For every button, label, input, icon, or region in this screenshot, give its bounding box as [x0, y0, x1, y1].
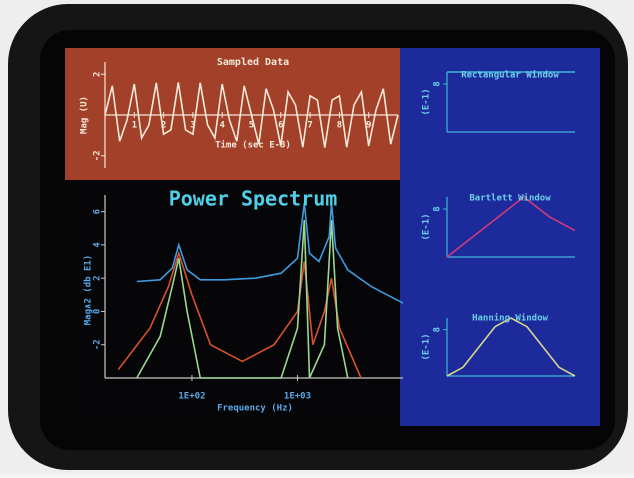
- y-tick-label: 8: [433, 327, 443, 332]
- y-axis-label: (E-1): [422, 213, 432, 240]
- x-tick-label: 2: [161, 121, 166, 131]
- sampled-panel: [65, 48, 403, 180]
- x-tick-label: 5: [249, 121, 254, 131]
- x-tick-label: 8: [337, 121, 342, 131]
- y-tick-label: 8: [433, 206, 443, 211]
- y-tick-label: 2: [93, 72, 103, 77]
- chart-title: Power Spectrum: [169, 187, 338, 211]
- x-axis-label: Time (sec E-3): [215, 140, 291, 151]
- chart-title: Sampled Data: [217, 57, 289, 68]
- x-tick-label: 3: [190, 121, 195, 131]
- y-tick-label: 6: [93, 209, 103, 214]
- y-axis-label: Mag (U): [80, 96, 90, 134]
- y-tick-label: 8: [433, 81, 443, 86]
- x-tick-label: 1E+03: [284, 392, 311, 402]
- x-axis-label: Frequency (Hz): [217, 404, 293, 414]
- y-axis-label: (E-1): [422, 333, 432, 360]
- x-tick-label: 1: [132, 121, 137, 131]
- data-line: [446, 317, 576, 377]
- data-line: [117, 250, 362, 379]
- data-line: [446, 195, 576, 258]
- y-tick-label: -2: [93, 339, 103, 350]
- x-tick-label: 4: [219, 121, 225, 131]
- x-tick-label: 9: [366, 121, 371, 131]
- x-tick-label: 6: [278, 121, 283, 131]
- x-tick-label: 7: [307, 121, 312, 131]
- spectrum-panel: [65, 180, 403, 422]
- y-tick-label: 2: [93, 275, 103, 280]
- y-tick-label: 4: [93, 242, 103, 248]
- data-line: [136, 219, 349, 379]
- y-tick-label: -2: [93, 150, 103, 161]
- data-line: [104, 82, 399, 148]
- y-tick-label: 0: [93, 309, 103, 314]
- window-panel: [400, 48, 600, 426]
- x-tick-label: 1E+02: [178, 392, 205, 402]
- chart-title: Bartlett Window: [469, 193, 551, 204]
- y-axis-label: Mag∧2 (db E1): [84, 255, 94, 325]
- chart-title: Hanning Window: [472, 313, 548, 324]
- y-axis-label: (E-1): [422, 88, 432, 115]
- data-line: [136, 203, 404, 304]
- chart-title: Rectangular Window: [461, 70, 559, 81]
